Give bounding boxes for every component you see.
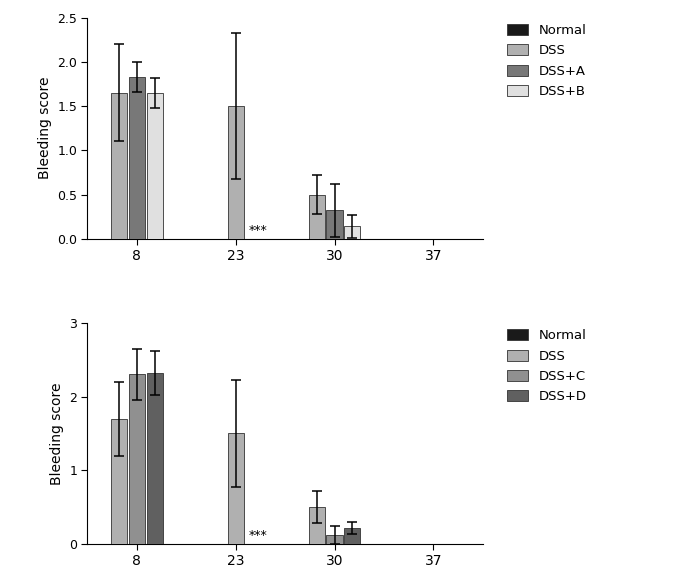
Text: ***: ***: [248, 529, 267, 542]
Bar: [344, 528, 361, 544]
Bar: [227, 106, 244, 239]
Bar: [111, 419, 127, 544]
Legend: Normal, DSS, DSS+C, DSS+D: Normal, DSS, DSS+C, DSS+D: [507, 329, 587, 403]
Text: ***: ***: [248, 223, 267, 236]
Y-axis label: Bleeding score: Bleeding score: [50, 382, 63, 485]
Bar: [111, 93, 127, 239]
Bar: [129, 77, 145, 239]
Bar: [227, 433, 244, 544]
Bar: [129, 374, 145, 544]
Bar: [326, 211, 343, 239]
Bar: [308, 507, 325, 544]
Bar: [326, 535, 343, 544]
Bar: [147, 93, 163, 239]
Bar: [344, 226, 361, 239]
Bar: [147, 373, 163, 544]
Bar: [308, 195, 325, 239]
Y-axis label: Bleeding score: Bleeding score: [38, 77, 52, 180]
Legend: Normal, DSS, DSS+A, DSS+B: Normal, DSS, DSS+A, DSS+B: [507, 24, 586, 98]
